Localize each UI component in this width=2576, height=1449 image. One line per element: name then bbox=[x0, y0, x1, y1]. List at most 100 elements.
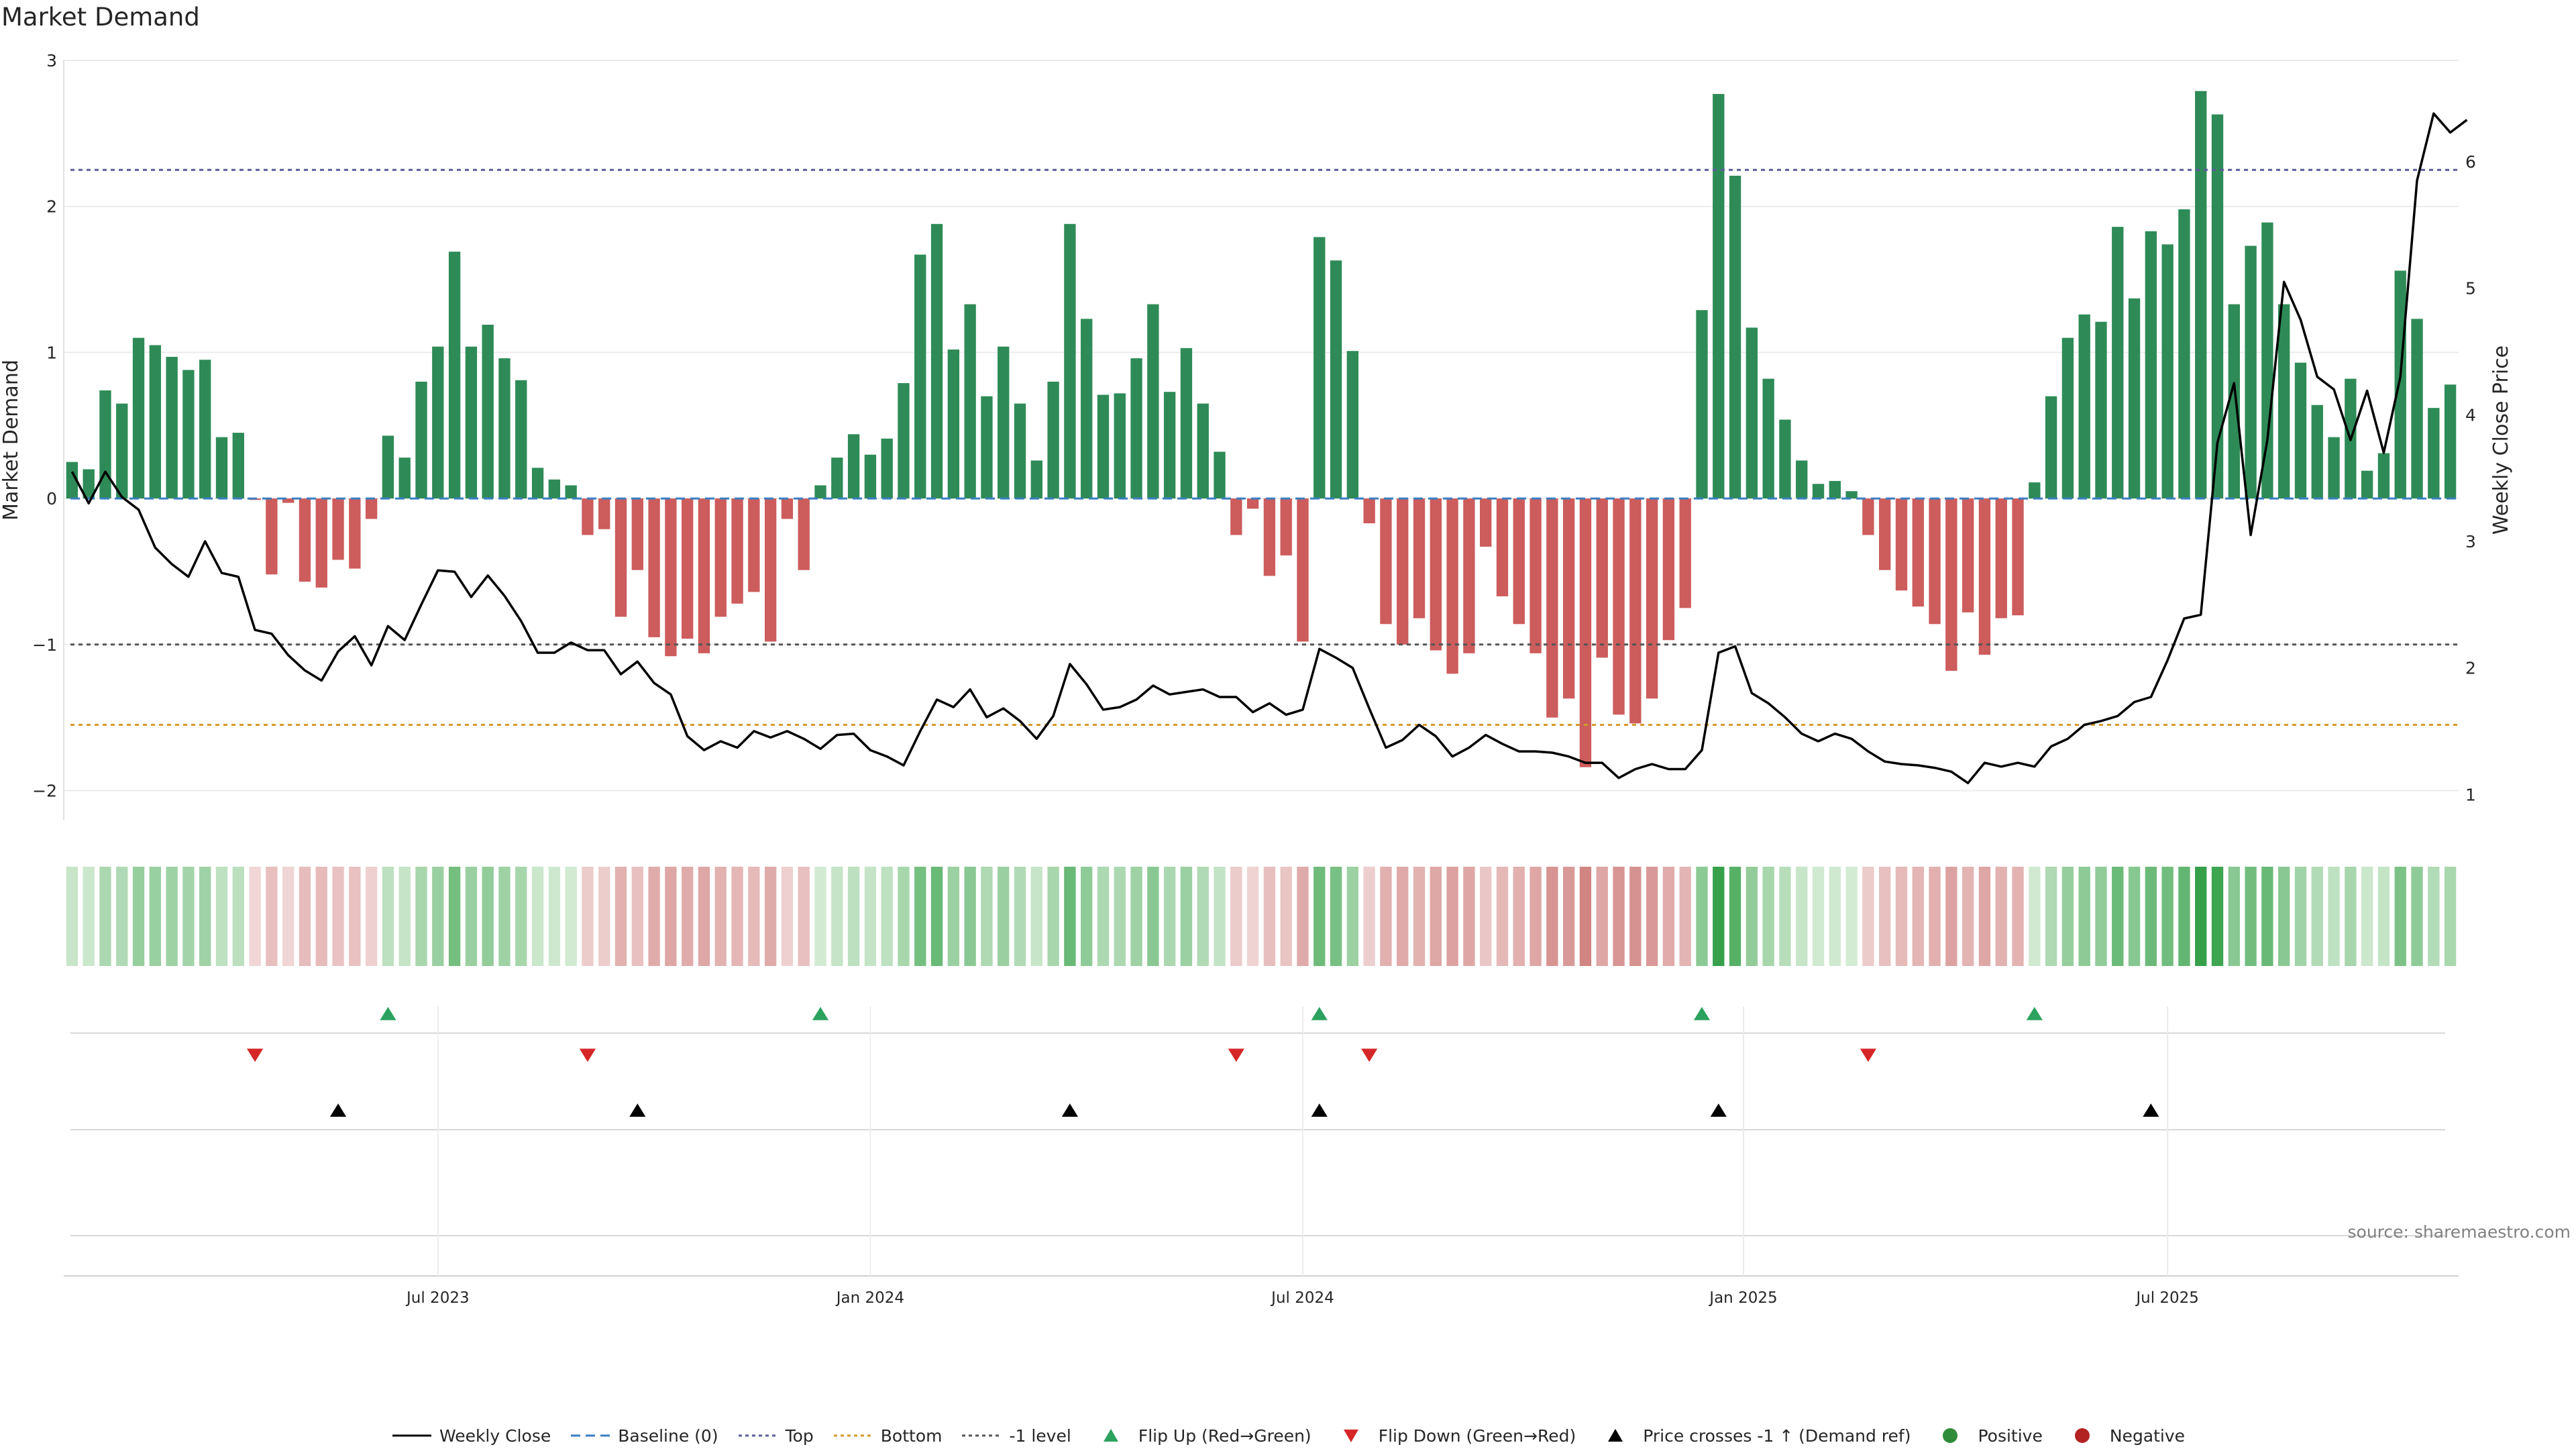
demand-bar-117 bbox=[2012, 498, 2024, 616]
demand-bar-47 bbox=[847, 434, 860, 499]
source-label: source: sharemaestro.com bbox=[2347, 1222, 2571, 1242]
demand-bar-68 bbox=[1197, 403, 1209, 499]
heat-cell-108 bbox=[1862, 867, 1874, 966]
demand-bar-64 bbox=[1130, 358, 1142, 499]
demand-bar-20 bbox=[398, 458, 411, 499]
demand-bar-18 bbox=[365, 498, 378, 519]
heat-cell-51 bbox=[914, 867, 926, 966]
heat-cell-119 bbox=[2045, 867, 2057, 966]
legend-key-8 bbox=[1929, 1426, 1971, 1446]
flip-down-marker-1 bbox=[579, 1049, 596, 1062]
heat-cell-107 bbox=[1845, 867, 1858, 966]
demand-bar-10 bbox=[232, 433, 244, 499]
heat-cell-24 bbox=[465, 867, 478, 966]
demand-bar-5 bbox=[149, 345, 162, 499]
legend-item-6: Flip Down (Green→Red) bbox=[1330, 1426, 1576, 1446]
heat-cell-23 bbox=[448, 867, 461, 966]
demand-bar-92 bbox=[1596, 498, 1608, 658]
heat-cell-141 bbox=[2411, 867, 2423, 966]
legend-item-0: Weekly Close bbox=[391, 1426, 551, 1446]
heat-cell-0 bbox=[66, 867, 78, 966]
heat-cell-20 bbox=[398, 867, 411, 966]
heat-cell-135 bbox=[2311, 867, 2323, 966]
heat-cell-142 bbox=[2428, 867, 2440, 966]
demand-bar-49 bbox=[881, 438, 893, 499]
demand-bar-7 bbox=[182, 370, 195, 499]
demand-bar-3 bbox=[116, 403, 128, 499]
heat-cell-113 bbox=[1945, 867, 1957, 966]
heat-cell-105 bbox=[1812, 867, 1825, 966]
demand-bar-53 bbox=[947, 350, 960, 499]
demand-bar-45 bbox=[814, 485, 826, 499]
demand-bar-140 bbox=[2394, 270, 2406, 499]
legend-label-6: Flip Down (Green→Red) bbox=[1378, 1426, 1576, 1446]
y-left-tick-2: 1 bbox=[46, 343, 57, 362]
heat-cell-121 bbox=[2078, 867, 2090, 966]
heat-cell-114 bbox=[1962, 867, 1974, 966]
chart-legend: Weekly Close Baseline (0) Top Bottom -1 leve… bbox=[0, 1426, 2576, 1446]
demand-bar-69 bbox=[1214, 451, 1226, 499]
demand-bar-13 bbox=[282, 498, 294, 503]
demand-bar-103 bbox=[1779, 419, 1791, 499]
demand-bar-2 bbox=[99, 390, 111, 499]
heat-cell-132 bbox=[2261, 867, 2273, 966]
legend-item-2: Top bbox=[737, 1426, 814, 1446]
heat-cell-138 bbox=[2361, 867, 2373, 966]
demand-bar-86 bbox=[1496, 498, 1509, 596]
demand-bar-120 bbox=[2061, 337, 2074, 499]
x-tick-1: Jan 2024 bbox=[835, 1289, 904, 1307]
heat-cell-45 bbox=[814, 867, 826, 966]
y-right-tick-2: 4 bbox=[2465, 405, 2476, 425]
legend-item-4: -1 level bbox=[961, 1426, 1071, 1446]
demand-bar-12 bbox=[266, 498, 278, 575]
demand-bar-132 bbox=[2261, 222, 2273, 499]
demand-bar-72 bbox=[1263, 498, 1276, 576]
demand-bar-143 bbox=[2444, 384, 2457, 499]
heat-cell-77 bbox=[1346, 867, 1359, 966]
demand-bar-121 bbox=[2078, 314, 2090, 499]
heat-cell-88 bbox=[1529, 867, 1542, 966]
legend-key-2 bbox=[737, 1426, 779, 1446]
heat-cell-128 bbox=[2195, 867, 2207, 966]
demand-bar-122 bbox=[2095, 321, 2107, 499]
price-cross-marker-2 bbox=[1061, 1104, 1078, 1117]
heat-cell-67 bbox=[1180, 867, 1193, 966]
demand-bar-142 bbox=[2428, 408, 2440, 499]
flip-down-marker-3 bbox=[1361, 1049, 1378, 1062]
heat-cell-28 bbox=[531, 867, 544, 966]
heat-cell-65 bbox=[1147, 867, 1159, 966]
heat-cell-78 bbox=[1363, 867, 1375, 966]
heat-cell-85 bbox=[1480, 867, 1492, 966]
demand-bar-141 bbox=[2411, 319, 2423, 499]
demand-bar-99 bbox=[1713, 94, 1725, 499]
heat-cell-41 bbox=[748, 867, 760, 966]
weekly-close-line bbox=[70, 112, 2468, 785]
heat-cell-62 bbox=[1097, 867, 1110, 966]
demand-bar-65 bbox=[1147, 304, 1159, 499]
demand-bar-21 bbox=[415, 381, 427, 499]
demand-bar-26 bbox=[498, 358, 511, 499]
heat-cell-69 bbox=[1214, 867, 1226, 966]
demand-bar-54 bbox=[964, 304, 976, 499]
demand-bar-40 bbox=[731, 498, 743, 604]
demand-bar-110 bbox=[1895, 498, 1908, 591]
heat-cell-1 bbox=[83, 867, 95, 966]
heat-cell-64 bbox=[1130, 867, 1142, 966]
demand-bar-100 bbox=[1729, 175, 1741, 499]
heat-cell-49 bbox=[881, 867, 893, 966]
legend-label-7: Price crosses -1 ↑ (Demand ref) bbox=[1643, 1426, 1911, 1446]
x-tick-2: Jul 2024 bbox=[1270, 1289, 1334, 1307]
demand-bar-17 bbox=[349, 498, 361, 569]
demand-bar-90 bbox=[1562, 498, 1575, 699]
heat-cell-71 bbox=[1246, 867, 1259, 966]
heat-cell-10 bbox=[232, 867, 244, 966]
heat-cell-118 bbox=[2029, 867, 2041, 966]
legend-label-4: -1 level bbox=[1009, 1426, 1071, 1446]
demand-bar-63 bbox=[1114, 393, 1126, 499]
demand-bar-73 bbox=[1280, 498, 1292, 555]
heat-cell-86 bbox=[1496, 867, 1509, 966]
heat-cell-5 bbox=[149, 867, 162, 966]
heat-cell-136 bbox=[2328, 867, 2340, 966]
demand-bar-32 bbox=[598, 498, 610, 529]
heat-cell-101 bbox=[1746, 867, 1758, 966]
